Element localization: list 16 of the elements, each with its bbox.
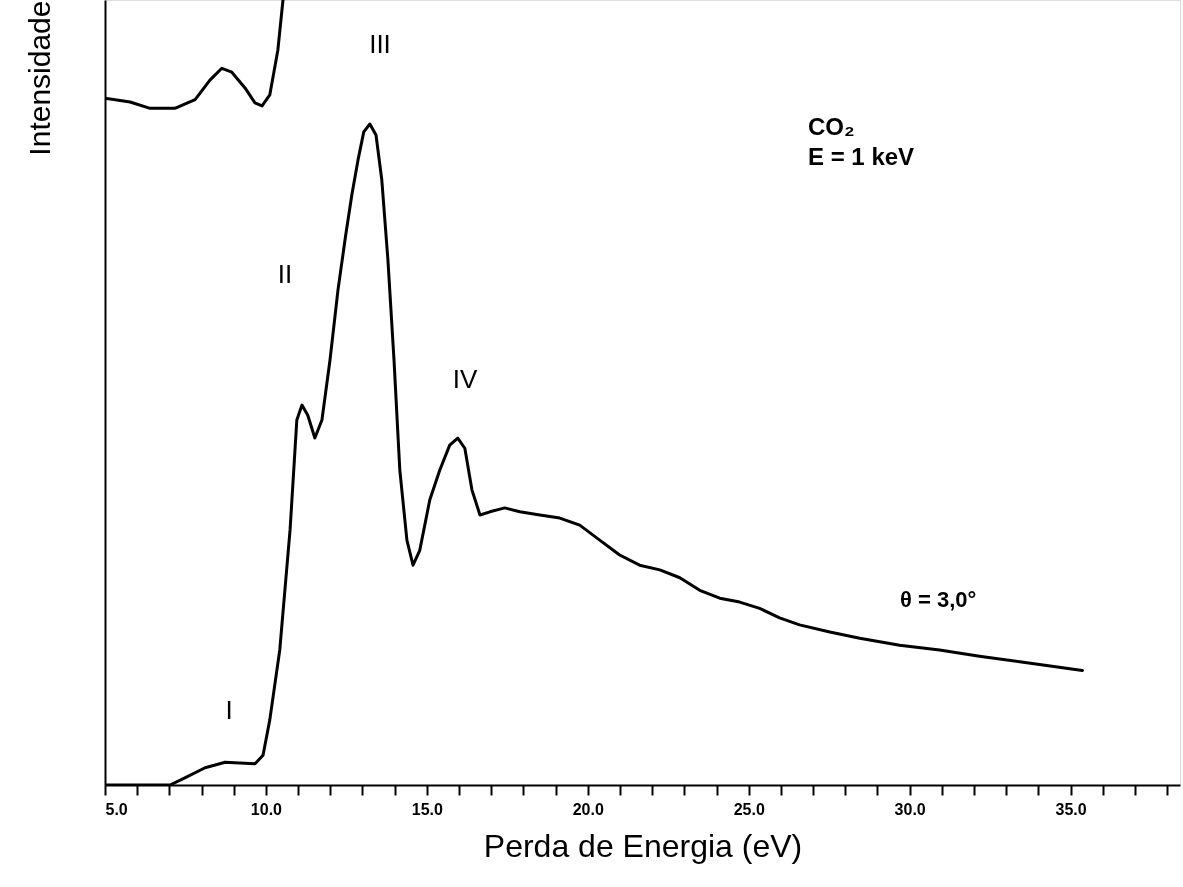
annotation: III — [369, 29, 391, 59]
x-tick-label: 10.0 — [250, 800, 283, 818]
x-axis-title: Perda de Energia (eV) — [483, 827, 803, 864]
annotation: II — [277, 259, 293, 289]
annotation: CO₂ — [808, 113, 855, 140]
x-tick-label: 5.0 — [105, 800, 128, 818]
annotation: I — [225, 695, 233, 725]
y-axis-title: Intensidade — [22, 0, 56, 156]
x-tick-label: 20.0 — [572, 800, 604, 818]
annotation: IV — [452, 364, 478, 394]
x-tick-label: 30.0 — [894, 800, 926, 818]
x-tick-label: 15.0 — [411, 800, 444, 818]
x-tick-label: 25.0 — [733, 800, 765, 818]
annotation: θ = 3,0° — [900, 587, 977, 612]
annotation: E = 1 keV — [808, 143, 915, 170]
x-tick-label: 35.0 — [1055, 800, 1087, 818]
